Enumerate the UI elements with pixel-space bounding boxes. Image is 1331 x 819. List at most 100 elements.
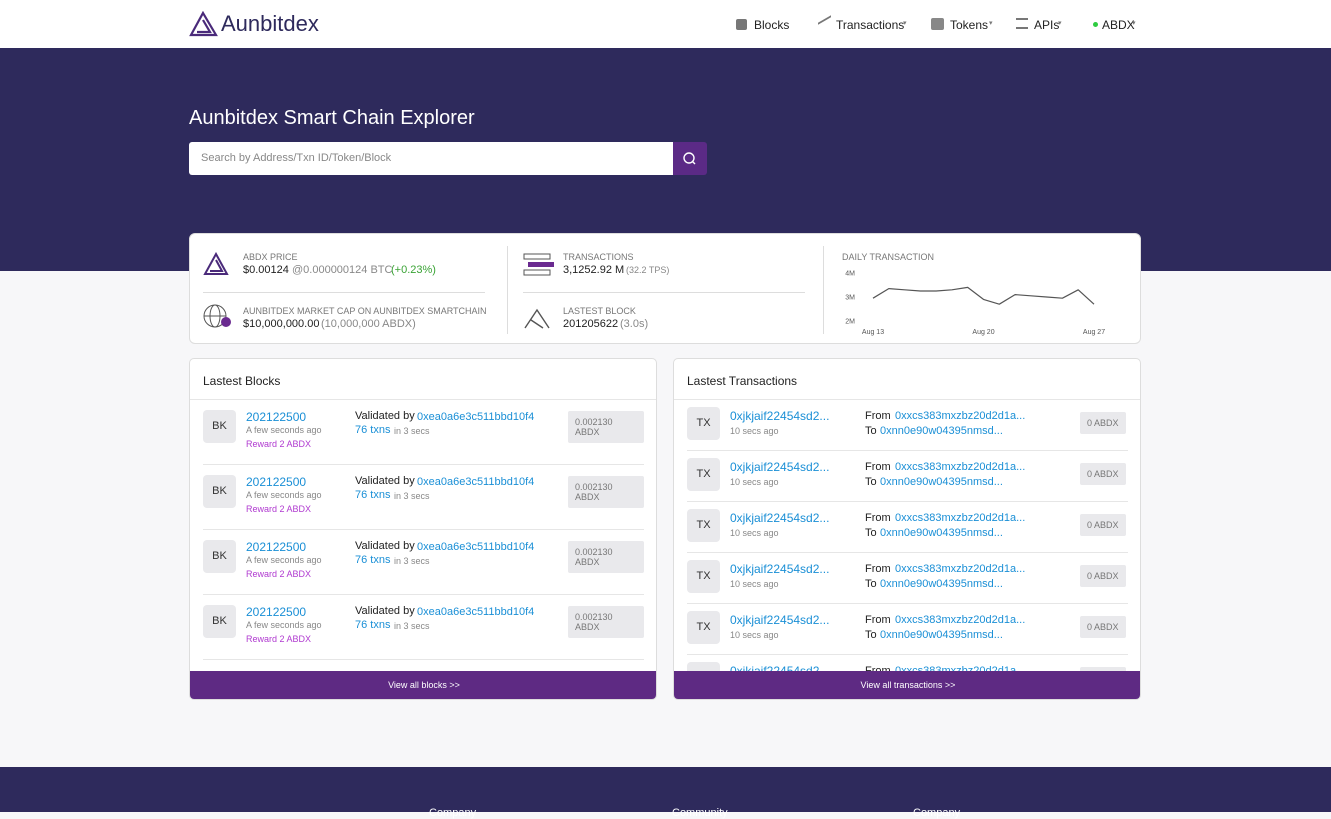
tx-hash[interactable]: 0xjkjaif22454sd2... <box>730 511 830 525</box>
txns[interactable]: 76 txns <box>355 489 391 501</box>
block-row: BK 202122500 A few seconds ago Reward 2 ABD… <box>203 595 644 660</box>
validator[interactable]: 0xea0a6e3c511bbd10f4 <box>417 606 535 618</box>
block-reward: Reward 2 ABDX <box>246 634 312 644</box>
from[interactable]: 0xxcs383mxzbz20d2d1a... <box>895 665 1026 671</box>
to[interactable]: 0xnn0e90w04395nmsd... <box>880 578 1003 590</box>
price-change: (+0.23%) <box>391 264 436 276</box>
amount: 0.002130 ABDX <box>568 411 644 443</box>
to-label: To <box>865 425 877 437</box>
txns[interactable]: 76 txns <box>355 424 391 436</box>
amount: 0 ABDX <box>1080 616 1126 638</box>
from[interactable]: 0xxcs383mxzbz20d2d1a... <box>895 461 1026 473</box>
search-button[interactable] <box>673 142 707 175</box>
txn-time: in 3 secs <box>394 621 430 631</box>
footer-heading: Company <box>429 807 477 819</box>
to-label: To <box>865 629 877 641</box>
badge: TX <box>687 509 720 542</box>
badge: TX <box>687 407 720 440</box>
nav-tokens[interactable]: Tokens <box>950 18 989 32</box>
nav-blocks[interactable]: Blocks <box>754 18 790 32</box>
to-label: To <box>865 578 877 590</box>
tx-time: 10 secs ago <box>730 477 779 487</box>
chart-title: DAILY TRANSACTION <box>842 252 935 262</box>
price-label: ABDX PRICE <box>243 252 298 262</box>
from-label: From <box>865 461 891 473</box>
block-number[interactable]: 202122500 <box>246 410 307 424</box>
validator[interactable]: 0xea0a6e3c511bbd10f4 <box>417 476 535 488</box>
validated-label: Validated by <box>355 475 415 487</box>
search-input[interactable]: Search by Address/Txn ID/Token/Block <box>189 142 673 175</box>
to-label: To <box>865 527 877 539</box>
tx-label: TRANSACTIONS <box>563 252 634 262</box>
nav-abdx[interactable]: ABDX <box>1102 18 1135 32</box>
txns[interactable]: 76 txns <box>355 554 391 566</box>
block-row: BK 202122500 A few seconds ago Reward 2 ABD… <box>203 465 644 530</box>
tps: (32.2 TPS) <box>626 265 670 275</box>
to[interactable]: 0xnn0e90w04395nmsd... <box>880 476 1003 488</box>
txn-time: in 3 secs <box>394 556 430 566</box>
tx-hash[interactable]: 0xjkjaif22454sd2... <box>730 613 830 627</box>
badge: BK <box>203 605 236 638</box>
from-label: From <box>865 665 891 671</box>
amount: 0 ABDX <box>1080 412 1126 434</box>
status-dot <box>1093 22 1098 27</box>
hero-title: Aunbitdex Smart Chain Explorer <box>189 107 475 129</box>
block-number[interactable]: 202122500 <box>246 475 307 489</box>
latest-block: 201205622 <box>563 318 619 330</box>
tx-list: TX 0xjkjaif22454sd2... 10 secs ago From 0xxc… <box>674 399 1140 671</box>
search-icon <box>683 152 696 165</box>
tx-row: TX 0xjkjaif22454sd2... 10 secs ago From 0xxc… <box>687 400 1128 451</box>
price-icon <box>203 252 229 275</box>
market-cap: $10,000,000.00 <box>243 318 320 330</box>
tx-hash[interactable]: 0xjkjaif22454sd2... <box>730 460 830 474</box>
tx-hash[interactable]: 0xjkjaif22454sd2... <box>730 562 830 576</box>
badge: TX <box>687 560 720 593</box>
block-number[interactable]: 202122500 <box>246 605 307 619</box>
transactions-panel: Lastest Transactions TX 0xjkjaif22454sd2.… <box>673 358 1141 700</box>
price: $0.00124 <box>243 264 289 276</box>
logo[interactable]: Aunbitdex <box>221 11 319 36</box>
nav-apis[interactable]: APIs <box>1034 18 1060 32</box>
tx-row: TX 0xjkjaif22454sd2... 10 secs ago From 0xxc… <box>687 451 1128 502</box>
block-reward: Reward 2 ABDX <box>246 439 312 449</box>
tx-hash[interactable]: 0xjkjaif22454sd2... <box>730 409 830 423</box>
block-time: A few seconds ago <box>246 555 322 565</box>
to[interactable]: 0xnn0e90w04395nmsd... <box>880 425 1003 437</box>
validated-label: Validated by <box>355 410 415 422</box>
to[interactable]: 0xnn0e90w04395nmsd... <box>880 629 1003 641</box>
block-time: A few seconds ago <box>246 425 322 435</box>
tx-time: 10 secs ago <box>730 579 779 589</box>
caret: ▾ <box>903 20 907 27</box>
tx-hash[interactable]: 0xjkjaif22454sd2... <box>730 664 830 671</box>
validator[interactable]: 0xea0a6e3c511bbd10f4 <box>417 541 535 553</box>
tx-time: 10 secs ago <box>730 528 779 538</box>
to[interactable]: 0xnn0e90w04395nmsd... <box>880 527 1003 539</box>
from[interactable]: 0xxcs383mxzbz20d2d1a... <box>895 563 1026 575</box>
view-all-transactions[interactable]: View all transactions >> <box>674 671 1140 699</box>
from[interactable]: 0xxcs383mxzbz20d2d1a... <box>895 410 1026 422</box>
amount: 0.002130 ABDX <box>568 476 644 508</box>
block-number[interactable]: 202122500 <box>246 540 307 554</box>
cap-abdx: (10,000,000 ABDX) <box>321 318 416 330</box>
view-all-blocks[interactable]: View all blocks >> <box>190 671 656 699</box>
from[interactable]: 0xxcs383mxzbz20d2d1a... <box>895 512 1026 524</box>
badge: TX <box>687 662 720 671</box>
badge: BK <box>203 540 236 573</box>
validator[interactable]: 0xea0a6e3c511bbd10f4 <box>417 411 535 423</box>
icon <box>818 15 831 33</box>
block-reward: Reward 2 ABDX <box>246 504 312 514</box>
from-label: From <box>865 410 891 422</box>
tx-time: 10 secs ago <box>730 426 779 436</box>
from[interactable]: 0xxcs383mxzbz20d2d1a... <box>895 614 1026 626</box>
footer-heading: Company <box>913 807 961 819</box>
logo-icon <box>189 11 218 37</box>
icon <box>931 18 944 30</box>
txns[interactable]: 76 txns <box>355 619 391 631</box>
nav-transactions[interactable]: Transactions <box>836 18 905 32</box>
amount: 0 ABDX <box>1080 667 1126 671</box>
badge: TX <box>687 458 720 491</box>
footer-heading: Community <box>672 807 728 819</box>
caret: ▾ <box>1132 20 1136 27</box>
divider <box>823 246 824 334</box>
